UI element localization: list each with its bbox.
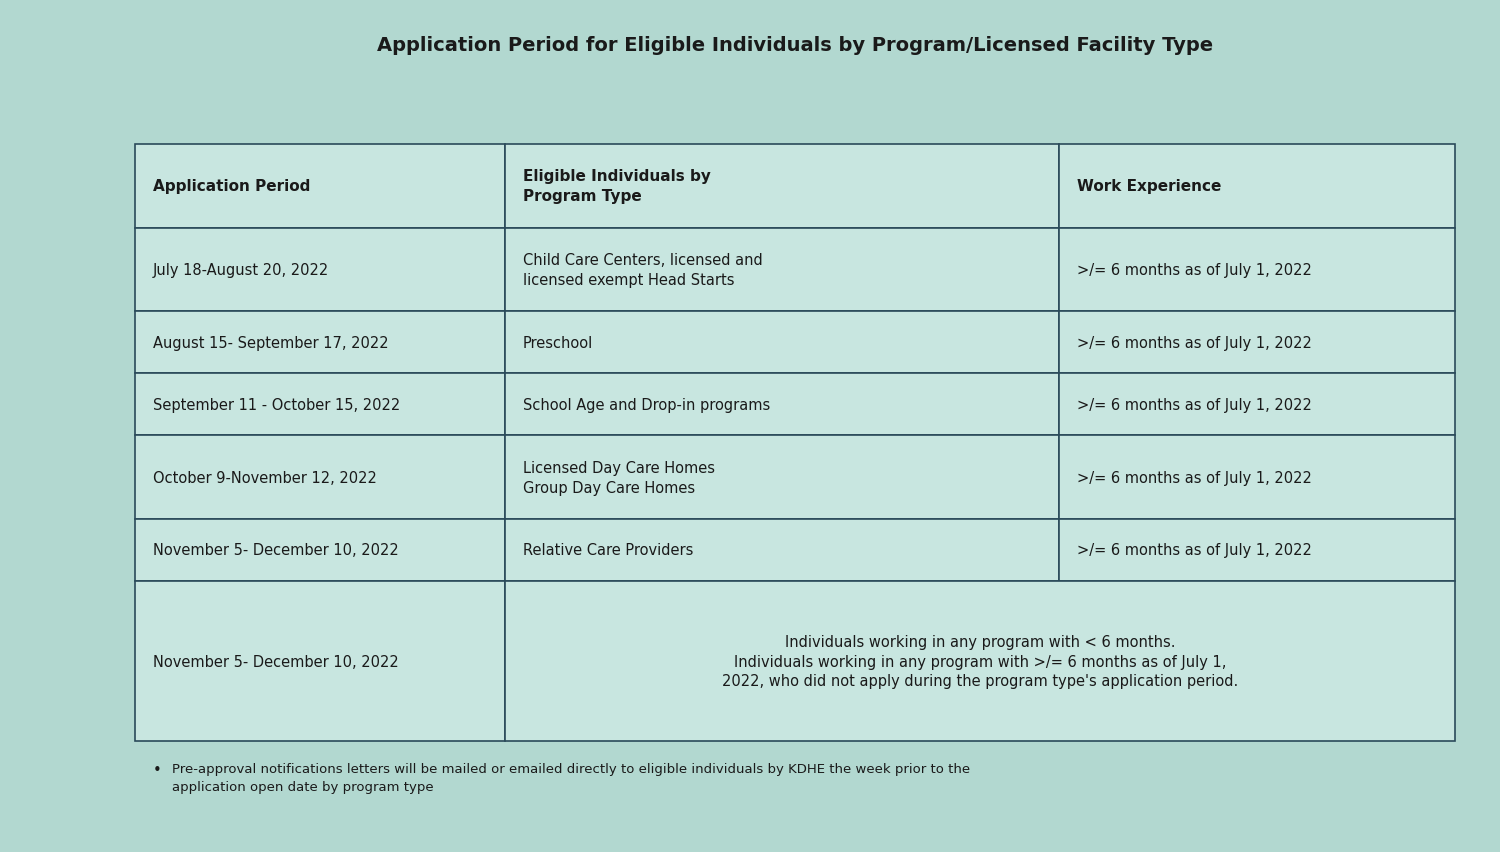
FancyBboxPatch shape <box>1059 374 1455 435</box>
Text: Work Experience: Work Experience <box>1077 179 1221 194</box>
FancyBboxPatch shape <box>1059 145 1455 228</box>
FancyBboxPatch shape <box>504 228 1059 312</box>
Text: Individuals working in any program with < 6 months.
Individuals working in any p: Individuals working in any program with … <box>722 634 1238 688</box>
FancyBboxPatch shape <box>504 581 1455 741</box>
Text: November 5- December 10, 2022: November 5- December 10, 2022 <box>153 653 399 669</box>
FancyBboxPatch shape <box>504 374 1059 435</box>
Text: Child Care Centers, licensed and
licensed exempt Head Starts: Child Care Centers, licensed and license… <box>522 253 762 288</box>
Text: August 15- September 17, 2022: August 15- September 17, 2022 <box>153 336 389 350</box>
Text: School Age and Drop-in programs: School Age and Drop-in programs <box>522 397 770 412</box>
FancyBboxPatch shape <box>135 581 504 741</box>
FancyBboxPatch shape <box>135 228 504 312</box>
Text: October 9-November 12, 2022: October 9-November 12, 2022 <box>153 470 376 485</box>
Text: Application Period: Application Period <box>153 179 310 194</box>
Text: >/= 6 months as of July 1, 2022: >/= 6 months as of July 1, 2022 <box>1077 543 1312 558</box>
Text: July 18-August 20, 2022: July 18-August 20, 2022 <box>153 262 330 278</box>
FancyBboxPatch shape <box>135 145 504 228</box>
Text: >/= 6 months as of July 1, 2022: >/= 6 months as of July 1, 2022 <box>1077 262 1312 278</box>
Text: Licensed Day Care Homes
Group Day Care Homes: Licensed Day Care Homes Group Day Care H… <box>522 460 714 495</box>
FancyBboxPatch shape <box>1059 228 1455 312</box>
Text: Pre-approval notifications letters will be mailed or emailed directly to eligibl: Pre-approval notifications letters will … <box>172 763 970 793</box>
Text: Relative Care Providers: Relative Care Providers <box>522 543 693 558</box>
FancyBboxPatch shape <box>135 520 504 581</box>
FancyBboxPatch shape <box>135 435 504 520</box>
FancyBboxPatch shape <box>135 374 504 435</box>
FancyBboxPatch shape <box>1059 435 1455 520</box>
Text: >/= 6 months as of July 1, 2022: >/= 6 months as of July 1, 2022 <box>1077 397 1312 412</box>
Text: •: • <box>153 763 162 778</box>
Text: September 11 - October 15, 2022: September 11 - October 15, 2022 <box>153 397 401 412</box>
Text: Eligible Individuals by
Program Type: Eligible Individuals by Program Type <box>522 170 711 204</box>
FancyBboxPatch shape <box>504 312 1059 374</box>
Text: >/= 6 months as of July 1, 2022: >/= 6 months as of July 1, 2022 <box>1077 470 1312 485</box>
Text: Preschool: Preschool <box>522 336 592 350</box>
Text: November 5- December 10, 2022: November 5- December 10, 2022 <box>153 543 399 558</box>
FancyBboxPatch shape <box>504 145 1059 228</box>
FancyBboxPatch shape <box>504 520 1059 581</box>
FancyBboxPatch shape <box>1059 520 1455 581</box>
FancyBboxPatch shape <box>1059 312 1455 374</box>
Text: >/= 6 months as of July 1, 2022: >/= 6 months as of July 1, 2022 <box>1077 336 1312 350</box>
FancyBboxPatch shape <box>504 435 1059 520</box>
FancyBboxPatch shape <box>135 312 504 374</box>
Text: Application Period for Eligible Individuals by Program/Licensed Facility Type: Application Period for Eligible Individu… <box>376 37 1214 55</box>
